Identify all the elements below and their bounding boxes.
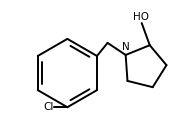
Text: Cl: Cl bbox=[43, 102, 53, 112]
Text: N: N bbox=[122, 42, 129, 52]
Text: HO: HO bbox=[133, 12, 149, 22]
